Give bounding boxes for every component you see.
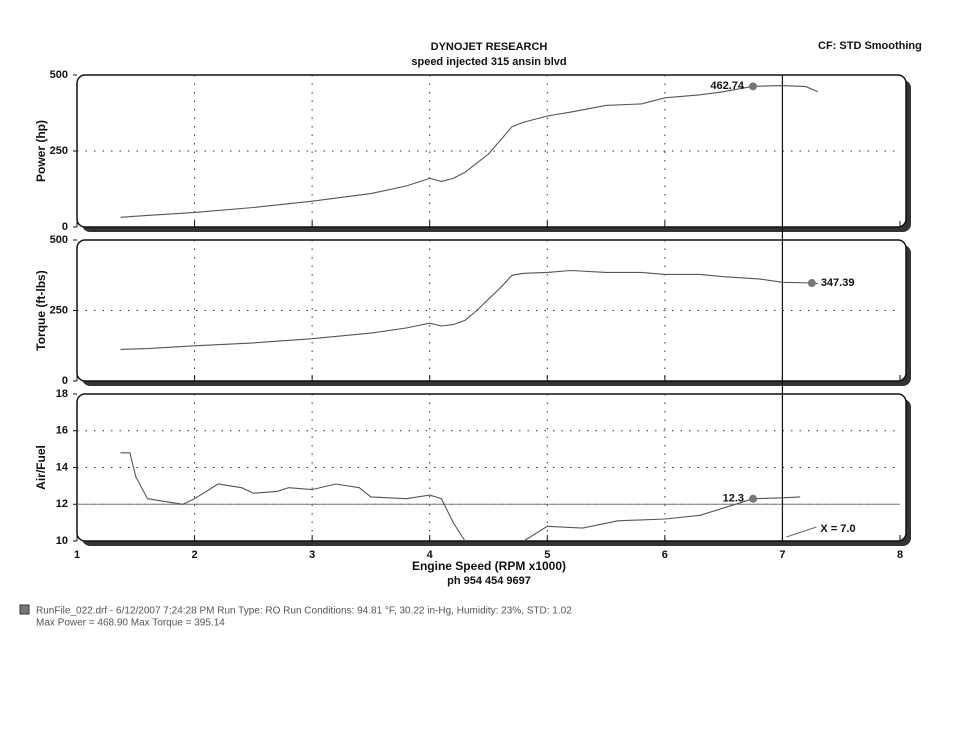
marker-label: 462.74 — [710, 80, 745, 92]
data-line — [120, 452, 801, 542]
marker-label: 12.3 — [723, 493, 744, 505]
data-line — [120, 85, 818, 218]
run-max: Max Power = 468.90 Max Torque = 395.14 — [36, 618, 225, 629]
marker — [749, 82, 758, 91]
panel — [76, 239, 907, 382]
y-tick-label: 18 — [56, 388, 68, 400]
chart-title: DYNOJET RESEARCH — [431, 41, 548, 53]
x-axis-label: Engine Speed (RPM x1000) — [412, 559, 566, 573]
y-tick-label: 14 — [56, 461, 69, 473]
x-tick-label: 8 — [897, 549, 903, 561]
marker — [807, 279, 816, 288]
cursor-leader — [786, 526, 817, 538]
y-tick-label: 16 — [56, 425, 68, 437]
y-tick-label: 500 — [50, 69, 68, 81]
y-axis-label: Torque (ft-lbs) — [34, 270, 48, 350]
marker-label: 347.39 — [821, 277, 855, 289]
x-tick-label: 5 — [544, 549, 550, 561]
y-tick-label: 12 — [56, 498, 68, 510]
y-axis-label: Power (hp) — [34, 120, 48, 182]
y-tick-label: 500 — [50, 234, 68, 246]
marker — [749, 494, 758, 503]
x-tick-label: 1 — [74, 549, 80, 561]
run-info: RunFile_022.drf - 6/12/2007 7:24:28 PM R… — [36, 606, 572, 617]
legend-swatch — [19, 604, 30, 615]
data-line — [120, 269, 818, 350]
chart-subtitle: speed injected 315 ansin blvd — [411, 56, 566, 68]
x-tick-label: 6 — [662, 549, 668, 561]
footer-note: ph 954 454 9697 — [447, 575, 531, 587]
y-tick-label: 250 — [50, 145, 68, 157]
panel — [76, 393, 907, 542]
x-tick-label: 2 — [192, 549, 198, 561]
y-tick-label: 0 — [62, 375, 68, 387]
x-tick-label: 3 — [309, 549, 315, 561]
settings: CF: STD Smoothing — [818, 40, 922, 52]
x-tick-label: 7 — [779, 549, 785, 561]
y-tick-label: 0 — [62, 221, 68, 233]
y-tick-label: 250 — [50, 304, 68, 316]
y-axis-label: Air/Fuel — [34, 445, 48, 490]
y-tick-label: 10 — [56, 535, 68, 547]
cursor-label: X = 7.0 — [820, 523, 855, 535]
x-tick-label: 4 — [427, 549, 434, 561]
